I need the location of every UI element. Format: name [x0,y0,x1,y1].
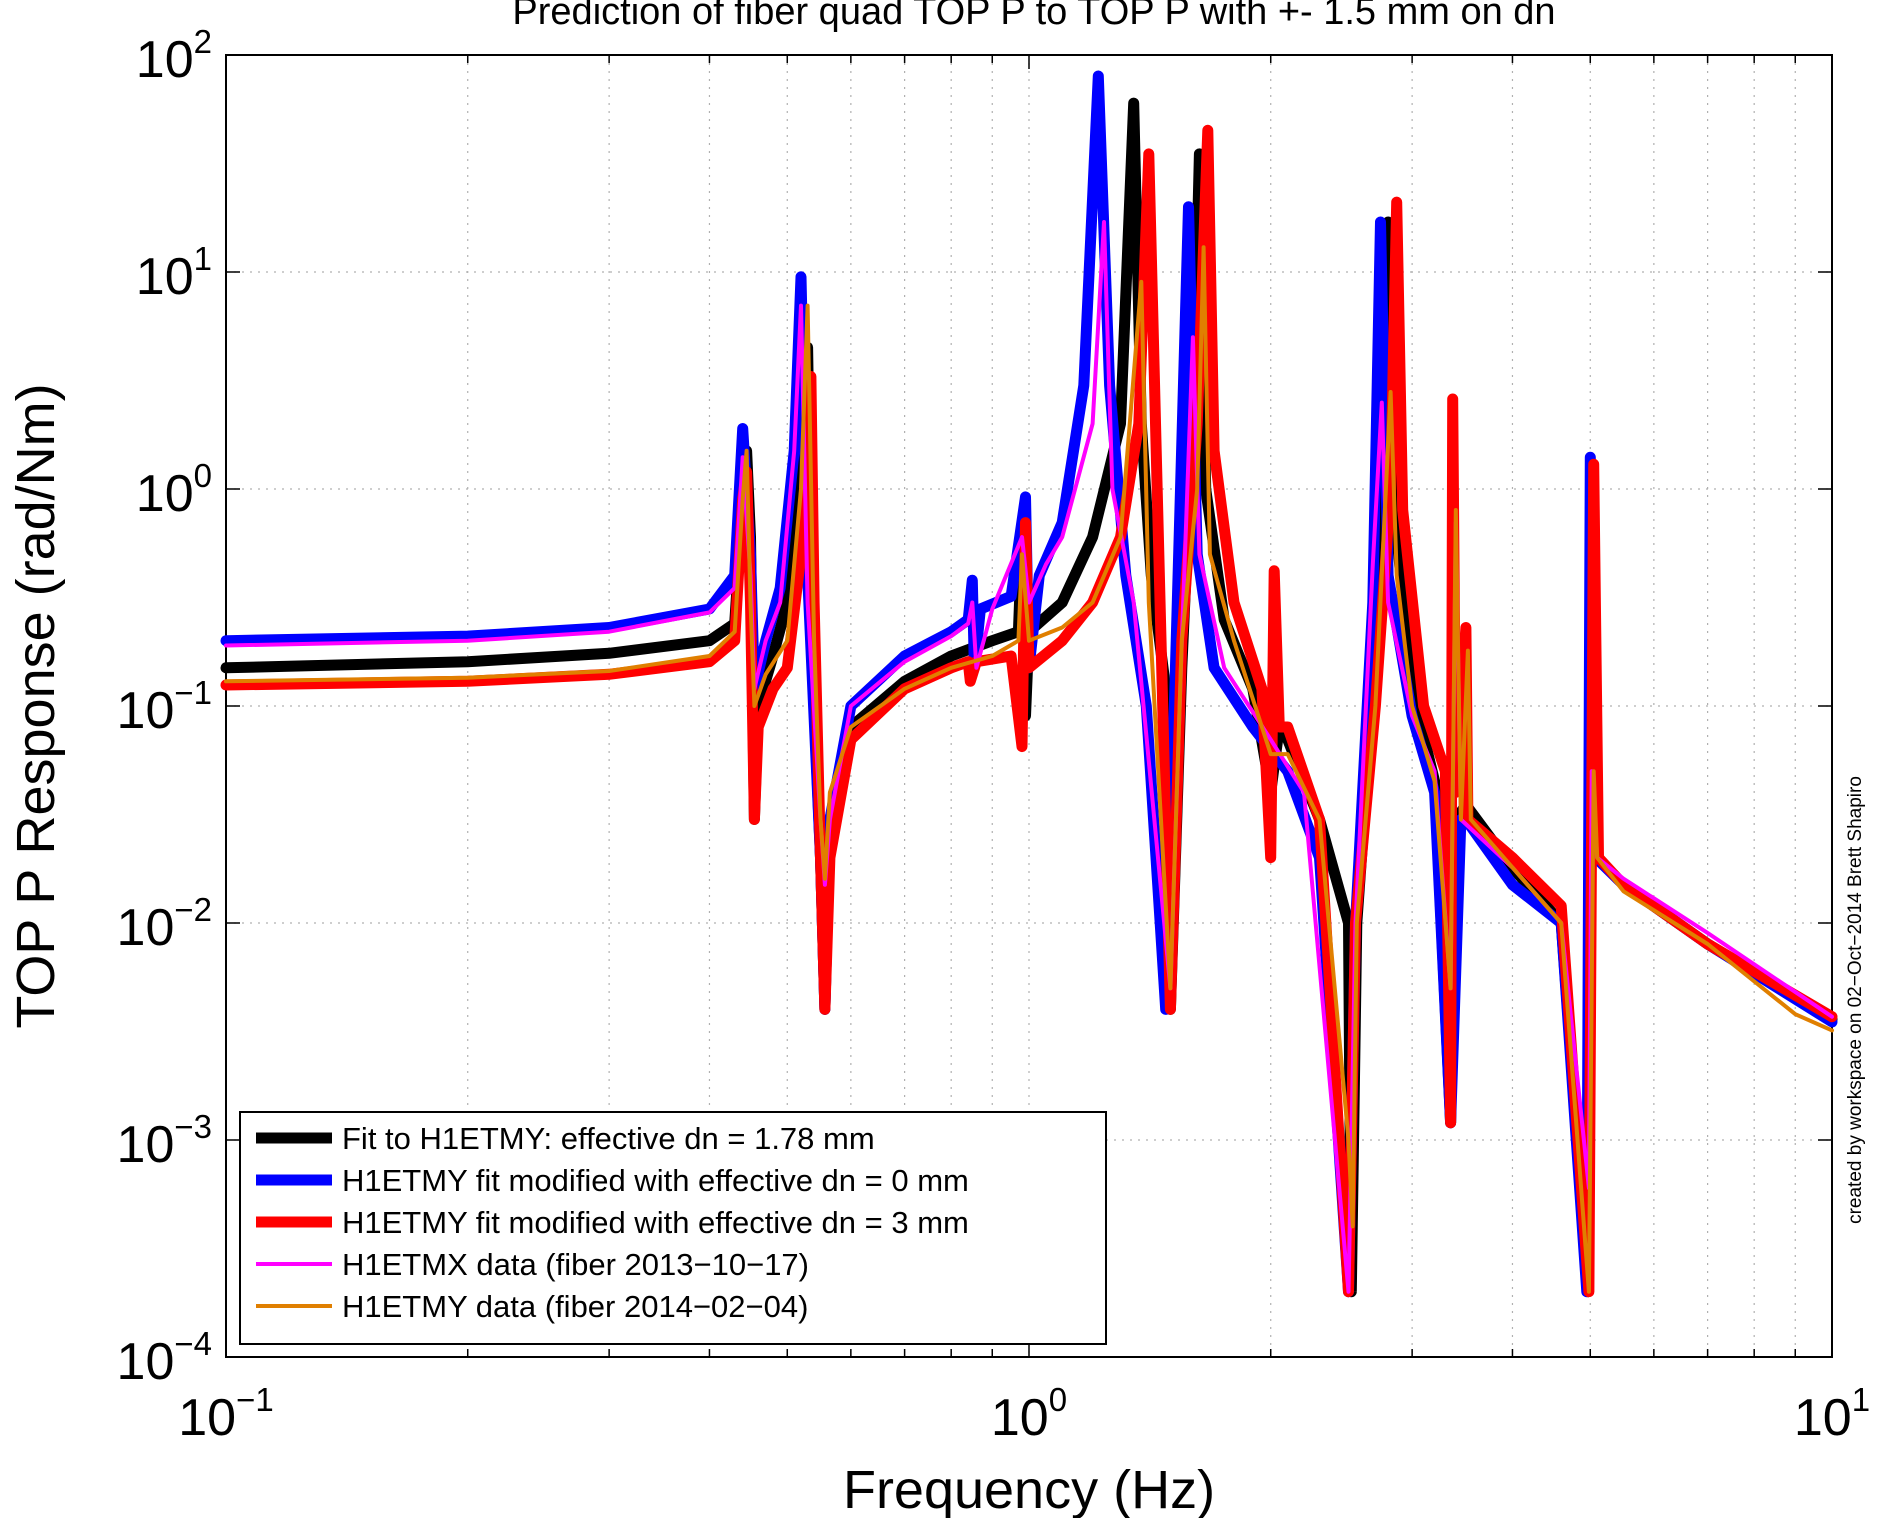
legend: Fit to H1ETMY: effective dn = 1.78 mm H1E… [239,1111,1107,1345]
legend-label-1: H1ETMY fit modified with effective dn = … [342,1163,969,1198]
grid [226,55,1832,1357]
credit-text: created by workspace on 02−Oct−2014 Bret… [1845,776,1866,1224]
legend-label-4: H1ETMY data (fiber 2014−02−04) [342,1289,808,1324]
x-axis-label: Frequency (Hz) [843,1460,1215,1518]
x-tick-label: 101 [1794,1381,1870,1447]
series-layer [220,70,1838,1298]
legend-label-3: H1ETMX data (fiber 2013−10−17) [342,1247,809,1282]
y-tick-label: 10−2 [117,891,212,957]
y-axis-label: TOP P Response (rad/Nm) [6,383,66,1028]
y-tick-label: 101 [136,240,212,306]
series-line-2 [220,124,1838,1298]
x-tick-label: 100 [991,1381,1067,1447]
legend-label-0: Fit to H1ETMY: effective dn = 1.78 mm [342,1121,875,1156]
legend-label-2: H1ETMY fit modified with effective dn = … [342,1205,969,1240]
x-tick-label: 10−1 [178,1381,273,1447]
y-tick-label: 10−1 [117,674,212,740]
legend-box [239,1111,1107,1345]
series-line-4 [224,245,1834,1294]
y-tick-label: 100 [136,457,212,523]
y-tick-label: 10−4 [117,1325,212,1391]
axis-ticks [226,54,1832,1358]
y-tick-label: 102 [136,23,212,89]
y-tick-label: 10−3 [117,1108,212,1174]
y-tick-labels: 10−4 10−3 10−2 10−1 100 101 102 [117,23,212,1391]
chart-title: Prediction of fiber quad TOP P to TOP P … [512,0,1555,33]
x-tick-labels: 10−1 100 101 [178,1381,1870,1447]
